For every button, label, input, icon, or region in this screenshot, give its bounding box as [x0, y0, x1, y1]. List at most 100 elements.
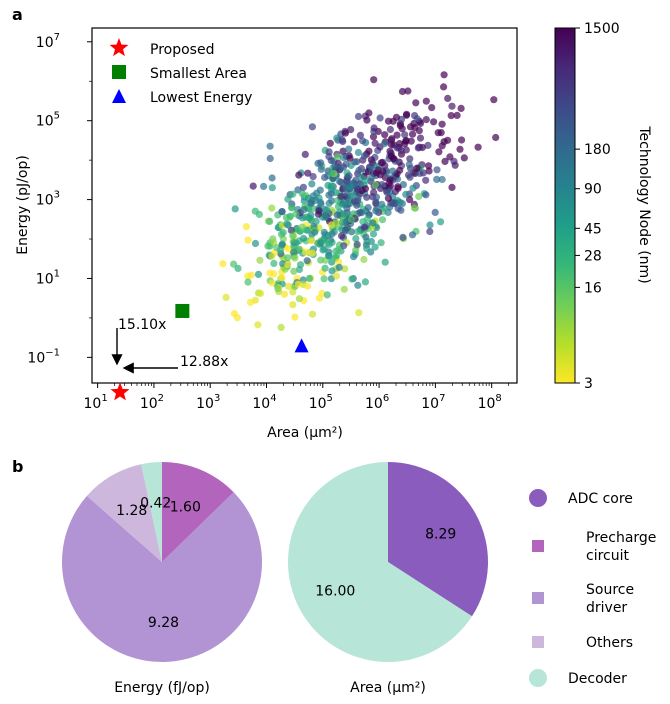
scatter-point: [294, 280, 302, 288]
scatter-point: [278, 274, 286, 282]
pie-legend: ADC core Precharge circuit Source driver Othe…: [529, 489, 656, 687]
scatter-point: [413, 164, 421, 172]
plot-frame: [91, 27, 518, 384]
scatter-point: [345, 172, 353, 180]
scatter-point: [246, 298, 255, 306]
scatter-point: [309, 173, 317, 181]
scatter-point: [244, 278, 252, 286]
scatter-point: [260, 182, 268, 190]
scatter-points: [219, 71, 500, 331]
pie-energy-slice: [86, 464, 162, 562]
pie-area-slice: [287, 462, 472, 662]
scatter-point: [386, 125, 394, 134]
scatter-point: [328, 230, 336, 238]
scatter-point: [308, 310, 317, 318]
scatter-point: [341, 265, 349, 273]
pie-energy-slice: [61, 492, 262, 662]
scatter-point: [371, 181, 379, 189]
scatter-point: [335, 258, 343, 266]
scatter-point: [407, 137, 415, 145]
scatter-point: [446, 153, 454, 161]
scatter-point: [377, 239, 385, 247]
scatter-point: [325, 199, 333, 207]
scatter-point: [378, 216, 387, 224]
scatter-point: [320, 228, 328, 236]
scatter-point: [363, 116, 371, 124]
scatter-point: [308, 249, 316, 257]
y-axis-ticks: 10−1 101 103 105 107: [27, 32, 92, 366]
scatter-point: [299, 234, 308, 242]
scatter-point: [309, 205, 317, 213]
scatter-point: [433, 166, 441, 174]
scatter-point: [268, 252, 276, 260]
colorbar-tick-label: 1500: [584, 21, 620, 37]
scatter-point: [277, 323, 285, 331]
scatter-point: [364, 204, 372, 212]
scatter-point: [266, 217, 274, 225]
scatter-point: [448, 183, 456, 191]
scatter-point: [327, 157, 335, 165]
x-tick-label: 107: [421, 393, 445, 412]
scatter-point: [291, 254, 299, 262]
pie-energy: 1.60 9.28 1.280.42: [61, 462, 262, 662]
x-axis-ticks: 101 102 103 104 105 106 107 108: [84, 383, 509, 412]
scatter-point: [406, 123, 415, 131]
scatter-point: [321, 264, 329, 272]
y-axis-label: Energy (pJ/op): [15, 155, 31, 255]
scatter-point: [369, 133, 378, 141]
scatter-point: [374, 166, 382, 174]
scatter-point: [333, 211, 341, 219]
scatter-point: [399, 181, 407, 189]
scatter-point: [268, 204, 276, 212]
colorbar-tick-label: 3: [584, 376, 593, 392]
scatter-point: [290, 267, 298, 275]
scatter-point: [365, 109, 373, 117]
scatter-point: [299, 183, 307, 191]
scatter-point: [308, 180, 316, 188]
scatter-point: [291, 313, 299, 321]
scatter-point: [409, 130, 417, 138]
scatter-point: [304, 282, 312, 290]
scatter-point: [326, 139, 334, 147]
scatter-point: [438, 120, 446, 128]
scatter-point: [415, 192, 423, 201]
scatter-point: [425, 167, 433, 175]
scatter-point: [324, 181, 332, 189]
scatter-point: [389, 167, 397, 175]
pie-area-slice-label: 16.00: [315, 584, 355, 600]
scatter-point: [341, 199, 349, 207]
pie-energy-slice: [141, 462, 162, 562]
scatter-point: [388, 152, 396, 160]
scatter-point: [321, 173, 329, 182]
scatter-point: [411, 112, 419, 120]
scatter-point: [242, 223, 250, 231]
scatter-point: [284, 254, 292, 262]
panel-label-b: b: [12, 457, 23, 476]
scatter-point: [396, 198, 404, 206]
scatter-point: [254, 321, 262, 329]
scatter-point: [290, 248, 298, 256]
scatter-point: [416, 134, 425, 142]
x-tick-label: 103: [196, 393, 220, 412]
scatter-point: [444, 94, 452, 102]
pie-legend-label: ADC core: [568, 491, 633, 507]
scatter-point: [270, 238, 278, 246]
scatter-point: [431, 208, 439, 216]
scatter-point: [332, 251, 341, 260]
scatter-point: [334, 153, 342, 161]
scatter-point: [341, 129, 350, 137]
scatter-point: [325, 240, 333, 248]
x-tick-label: 102: [140, 393, 164, 412]
scatter-point: [398, 87, 407, 96]
scatter-point: [340, 242, 348, 250]
scatter-point: [359, 137, 367, 145]
pie-legend-label: Precharge: [586, 530, 656, 546]
scatter-legend: Proposed Smallest Area Lowest Energy: [109, 38, 252, 106]
scatter-point: [266, 142, 274, 150]
scatter-point: [372, 198, 380, 206]
scatter-point: [257, 289, 265, 297]
scatter-point: [308, 123, 316, 131]
scatter-point: [354, 281, 362, 289]
scatter-point: [274, 285, 282, 293]
scatter-point: [422, 116, 430, 124]
